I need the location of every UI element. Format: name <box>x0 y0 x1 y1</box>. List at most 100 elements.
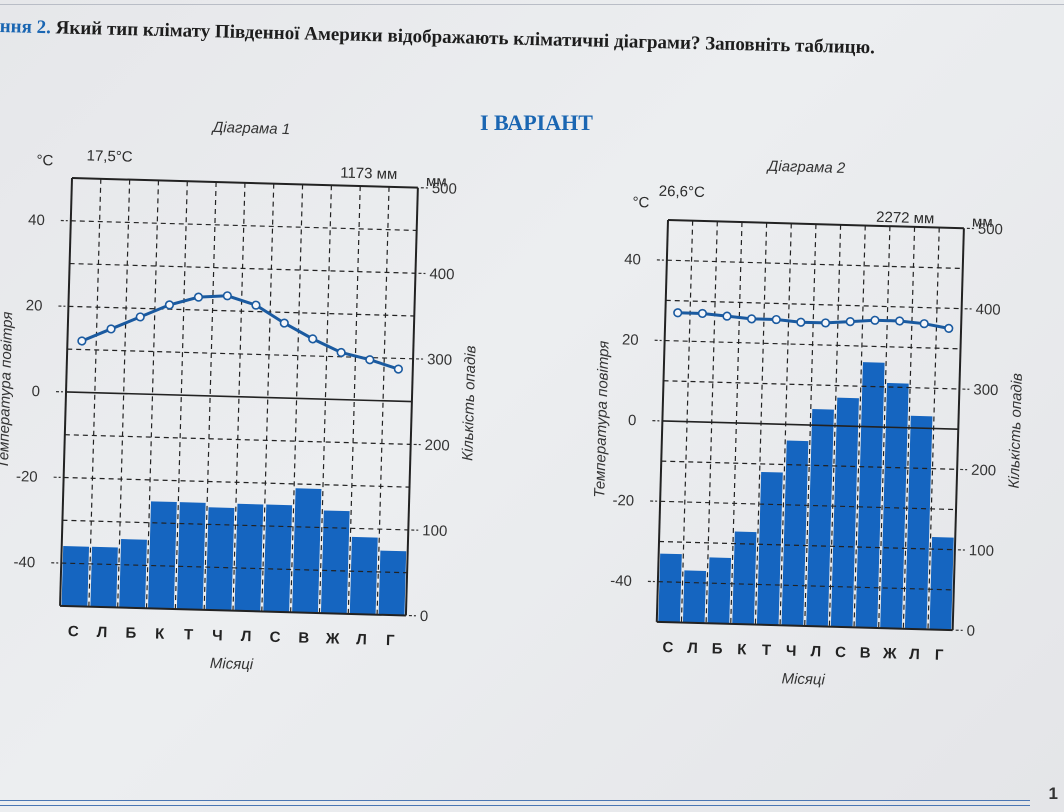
x-axis-title: Місяці <box>781 670 825 688</box>
month-label: С <box>68 623 80 640</box>
grid-line-horizontal <box>64 434 411 445</box>
right-axis-unit: мм <box>972 213 993 231</box>
left-tick-label: -40 <box>13 554 35 572</box>
right-axis <box>404 187 419 616</box>
month-label: Л <box>97 624 109 641</box>
month-label: Ч <box>786 642 798 659</box>
precip-bar <box>90 546 118 608</box>
temperature-line <box>81 294 399 371</box>
page-number: 1 <box>1048 784 1058 803</box>
bottom-axis <box>656 620 953 632</box>
temperature-point <box>796 317 806 327</box>
left-axis-title: Температура повітря <box>0 311 16 469</box>
temperature-point <box>673 308 683 318</box>
month-label: Г <box>386 632 396 649</box>
left-axis <box>59 177 73 606</box>
right-tick-label: 400 <box>975 301 1000 319</box>
temperature-point <box>164 300 175 310</box>
left-tick-label: 20 <box>25 297 42 314</box>
right-axis-title: Кількість опадів <box>459 345 479 461</box>
month-label: С <box>835 644 847 661</box>
diagram-title: Діаграма 2 <box>766 158 847 177</box>
left-tick-label: 20 <box>622 331 639 348</box>
temperature-point <box>845 317 855 327</box>
grid-line-horizontal <box>660 500 957 511</box>
month-label: Т <box>184 626 195 643</box>
grid-line-horizontal <box>657 581 954 591</box>
grid-line-horizontal <box>659 540 955 551</box>
top-axis <box>71 177 418 189</box>
month-label: Л <box>687 640 699 657</box>
right-tick-label: 200 <box>424 437 449 455</box>
grid-line-horizontal <box>663 380 960 390</box>
bottom-rule-inner <box>0 805 1030 806</box>
x-axis-title: Місяці <box>210 655 254 673</box>
left-tick-label: -20 <box>16 468 38 486</box>
left-tick-label: -40 <box>610 572 632 590</box>
month-label: В <box>298 630 310 647</box>
right-tick-label: 500 <box>978 221 1003 239</box>
temperature-point <box>279 318 289 328</box>
annual-temp-label: 17,5°C <box>86 147 133 165</box>
grid-line-horizontal <box>661 460 958 470</box>
bottom-rule <box>0 800 1030 801</box>
month-label: Б <box>125 625 137 642</box>
month-label: Б <box>712 640 724 657</box>
left-tick-label: 0 <box>31 383 40 400</box>
month-label: С <box>269 629 281 646</box>
temperature-point <box>365 355 375 365</box>
precip-bar <box>292 488 322 614</box>
precip-bar <box>929 537 954 631</box>
left-tick-label: 40 <box>624 251 641 268</box>
month-label: Ж <box>325 630 341 647</box>
annual-precip-label: 1173 мм <box>340 164 398 183</box>
precip-bar <box>830 397 859 628</box>
precip-bar <box>756 471 783 626</box>
precip-bar <box>378 550 407 616</box>
right-tick-label: 100 <box>422 522 447 540</box>
right-tick-label: 100 <box>969 542 994 560</box>
right-tick-label: 200 <box>971 462 996 480</box>
temperature-point <box>771 314 781 325</box>
right-tick-label: 400 <box>429 266 454 284</box>
variant-label: І ВАРІАНТ <box>480 110 593 135</box>
precip-bar <box>176 502 206 610</box>
precip-bar <box>855 362 885 628</box>
precip-bar <box>205 507 235 611</box>
grid-line-horizontal <box>664 339 961 350</box>
precip-bar <box>320 510 350 614</box>
precip-bar <box>880 382 909 629</box>
temperature-point <box>820 318 831 328</box>
precip-bar <box>119 539 147 609</box>
month-label: К <box>737 641 748 658</box>
precip-bar <box>658 553 682 623</box>
month-label: С <box>662 639 674 656</box>
right-axis-title: Кількість опадів <box>1006 373 1026 489</box>
precip-bar <box>349 536 378 615</box>
temperature-point <box>308 334 318 344</box>
right-tick-label: 300 <box>427 351 452 369</box>
top-rule <box>0 4 1064 5</box>
right-tick-label: 0 <box>420 608 429 625</box>
grid-line-horizontal <box>70 220 417 232</box>
precip-bar <box>263 504 293 613</box>
temperature-point <box>919 319 929 329</box>
left-axis-title: Температура повітря <box>591 340 612 498</box>
temperature-point <box>747 314 757 324</box>
month-label: Л <box>909 646 921 663</box>
month-label: Т <box>762 642 773 659</box>
precip-bar <box>732 531 757 625</box>
zero-line <box>66 391 412 403</box>
right-tick-label: 0 <box>966 623 975 640</box>
left-tick-label: 40 <box>28 212 45 229</box>
grid-line-horizontal <box>62 519 409 531</box>
month-label: В <box>859 645 871 662</box>
left-tick-label: -20 <box>612 492 634 510</box>
temperature-point <box>722 311 732 321</box>
grid-line-horizontal <box>61 562 408 574</box>
top-axis <box>667 219 964 230</box>
month-label: Ч <box>212 627 224 644</box>
precip-bar <box>61 545 90 607</box>
